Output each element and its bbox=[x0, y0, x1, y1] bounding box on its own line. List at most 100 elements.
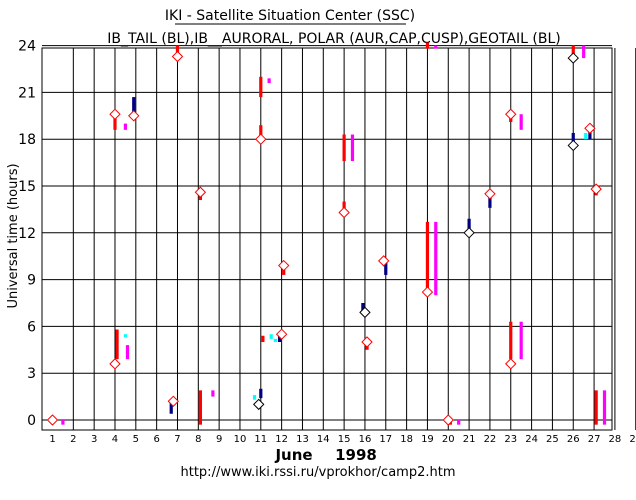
series-mark-geotail bbox=[488, 195, 492, 208]
diamond-marker bbox=[171, 50, 184, 63]
series-mark-ib-tail bbox=[115, 329, 119, 360]
x-tick-label: 12 bbox=[275, 434, 288, 445]
diamond-marker bbox=[275, 328, 288, 340]
diamond-marker bbox=[359, 306, 371, 319]
x-tick-label: 2 bbox=[70, 434, 76, 445]
diamond-marker bbox=[584, 122, 596, 134]
y-tick-label: 21 bbox=[18, 85, 36, 101]
diamond-marker bbox=[377, 255, 390, 267]
x-tick-label: 18 bbox=[400, 434, 413, 445]
y-tick-label: 6 bbox=[27, 319, 36, 335]
x-tick-label: 10 bbox=[234, 434, 247, 445]
series-mark-geotail bbox=[259, 388, 263, 399]
series-mark-geotail bbox=[384, 260, 388, 275]
series-mark-ib-auroral bbox=[269, 334, 273, 339]
x-tick-label: 14 bbox=[317, 434, 330, 445]
series-mark-ib-auroral bbox=[273, 338, 277, 342]
legend-item: POLAR bbox=[294, 31, 346, 47]
chart-title: IKI - Satellite Situation Center (SSC) bbox=[165, 8, 415, 24]
x-tick-label: 27 bbox=[588, 434, 601, 445]
diamond-marker bbox=[46, 414, 59, 426]
x-axis-year: 1998 bbox=[335, 446, 377, 464]
grid bbox=[41, 45, 636, 431]
x-tick-label: 19 bbox=[421, 434, 434, 445]
series-mark-polar bbox=[123, 123, 128, 130]
diamond-marker bbox=[338, 206, 350, 219]
legend-item: (BL), bbox=[157, 31, 194, 47]
legend-item: GEOTAIL bbox=[468, 31, 528, 47]
diamond-marker bbox=[442, 414, 454, 426]
y-tick-label: 12 bbox=[18, 226, 36, 242]
series-mark-geotail bbox=[169, 399, 173, 414]
x-tick-label: 15 bbox=[338, 434, 351, 445]
series-mark-ib-tail bbox=[509, 321, 513, 360]
y-axis-label: Universal time (hours) bbox=[6, 163, 21, 308]
series-mark-polar bbox=[267, 78, 271, 84]
y-tick-label: 0 bbox=[27, 413, 36, 429]
legend-item: (BL) bbox=[528, 31, 561, 47]
diamond-marker bbox=[505, 358, 517, 370]
diamond-marker bbox=[590, 183, 602, 195]
series-mark-ib-tail bbox=[259, 125, 263, 140]
x-tick-label: 29 bbox=[629, 434, 636, 445]
x-tick-label: 22 bbox=[484, 434, 497, 445]
data-marks bbox=[46, 42, 607, 426]
x-tick-label: 11 bbox=[254, 434, 267, 445]
x-axis-month: June bbox=[274, 446, 312, 464]
series-mark-ib-tail bbox=[113, 114, 117, 130]
y-tick-label: 3 bbox=[27, 366, 36, 382]
x-tick-label: 21 bbox=[463, 434, 476, 445]
diamond-marker bbox=[278, 259, 290, 272]
x-tick-label: 13 bbox=[296, 434, 309, 445]
footer-url[interactable]: http://www.iki.rssi.ru/vprokhor/camp2.ht… bbox=[181, 465, 456, 480]
series-mark-polar bbox=[350, 134, 355, 162]
x-tick-label: 26 bbox=[567, 434, 580, 445]
series-mark-ib-tail bbox=[198, 390, 202, 425]
x-tick-label: 1 bbox=[49, 434, 55, 445]
series-mark-polar bbox=[434, 221, 438, 296]
legend-item: IB__AURORAL, bbox=[194, 31, 293, 47]
series-mark-ib-tail bbox=[425, 42, 430, 49]
series-mark-polar bbox=[125, 345, 130, 360]
diamond-marker bbox=[194, 186, 207, 198]
diamond-marker bbox=[109, 108, 121, 120]
x-tick-label: 3 bbox=[91, 434, 97, 445]
diamond-marker bbox=[484, 188, 496, 200]
legend: IB_TAIL (BL),IB__AURORAL, POLAR (AUR,CAP… bbox=[107, 31, 561, 47]
x-tick-label: 7 bbox=[174, 434, 180, 445]
x-tick-label: 25 bbox=[546, 434, 559, 445]
series-mark-geotail bbox=[361, 303, 365, 311]
diamond-marker bbox=[567, 52, 579, 64]
plot-frame bbox=[41, 47, 613, 431]
x-tick-label: 28 bbox=[609, 434, 622, 445]
series-mark-geotail bbox=[132, 97, 136, 118]
x-tick-label: 23 bbox=[504, 434, 517, 445]
series-mark-ib-tail bbox=[594, 390, 598, 425]
y-tick-label: 24 bbox=[18, 39, 36, 55]
x-tick-label: 17 bbox=[379, 434, 392, 445]
x-tick-label: 4 bbox=[112, 434, 118, 445]
series-mark-polar bbox=[519, 114, 523, 130]
x-tick-label: 6 bbox=[153, 434, 159, 445]
x-tick-label: 24 bbox=[525, 434, 538, 445]
series-mark-ib-tail bbox=[342, 201, 346, 210]
x-tick-label: 20 bbox=[442, 434, 455, 445]
diamond-marker bbox=[255, 133, 267, 145]
diamond-marker bbox=[361, 336, 373, 348]
legend-item: IB_TAIL bbox=[107, 31, 157, 47]
series-mark-ib-auroral bbox=[252, 395, 257, 400]
series-mark-polar bbox=[457, 420, 461, 425]
diamond-marker bbox=[505, 108, 517, 120]
series-mark-ib-tail bbox=[259, 76, 263, 98]
x-tick-label: 9 bbox=[216, 434, 222, 445]
series-mark-ib-tail bbox=[342, 134, 346, 162]
series-mark-ib-auroral bbox=[123, 334, 128, 338]
series-mark-polar bbox=[519, 321, 523, 360]
series-mark-polar bbox=[61, 420, 65, 425]
diamond-marker bbox=[463, 227, 475, 239]
x-tick-label: 5 bbox=[133, 434, 139, 445]
series-mark-ib-tail bbox=[175, 45, 180, 55]
series-mark-ib-tail bbox=[425, 221, 430, 296]
series-mark-ib-tail bbox=[261, 335, 265, 342]
